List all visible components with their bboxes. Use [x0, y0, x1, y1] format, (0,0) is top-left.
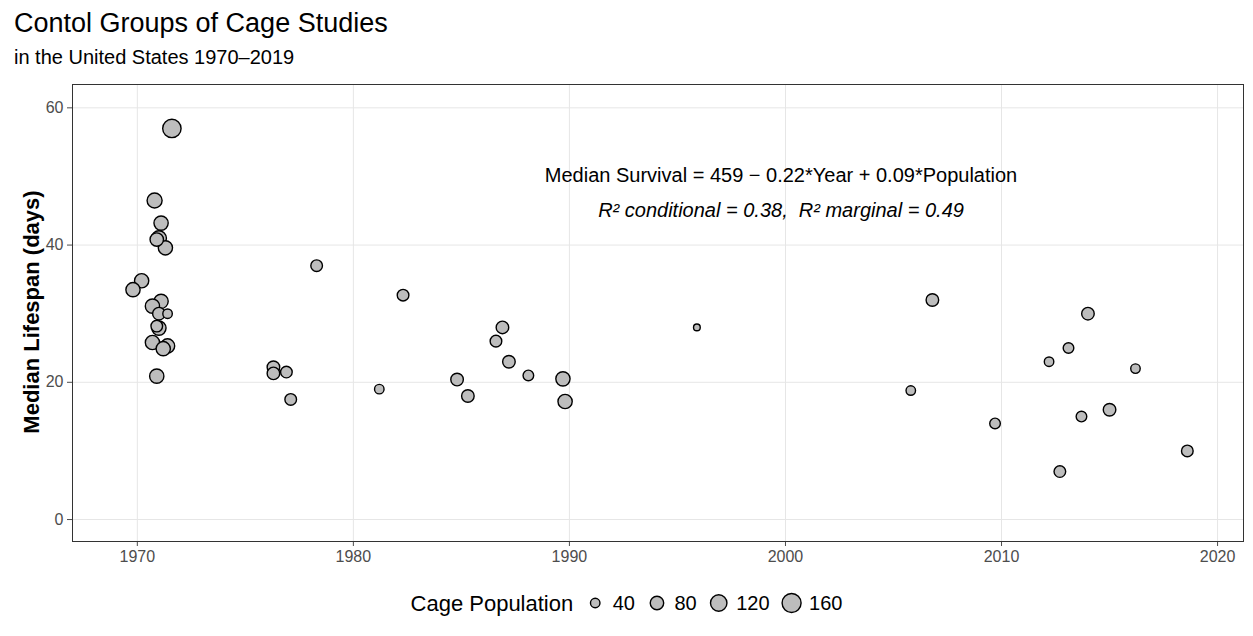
svg-text:40: 40	[613, 592, 635, 614]
svg-text:R² conditional = 0.38, R² mar: R² conditional = 0.38, R² marginal = 0.4…	[598, 199, 964, 221]
html-text:Contol Groups of Cage Studies: Contol Groups of Cage Studies	[14, 8, 388, 38]
svg-text:160: 160	[809, 592, 842, 614]
svg-text:Cage Population: Cage Population	[411, 591, 574, 616]
svg-text:2000: 2000	[768, 548, 804, 565]
svg-text:20: 20	[46, 373, 64, 390]
svg-text:0: 0	[55, 511, 64, 528]
svg-text:Median Survival = 459 − 0.22*Y: Median Survival = 459 − 0.22*Year + 0.09…	[545, 164, 1017, 186]
svg-text:40: 40	[46, 236, 64, 253]
svg-text:60: 60	[46, 99, 64, 116]
svg-text:1980: 1980	[336, 548, 372, 565]
html-text:Median Lifespan (days): Median Lifespan (days)	[19, 190, 44, 434]
svg-text:120: 120	[736, 592, 769, 614]
svg-text:2020: 2020	[1200, 548, 1236, 565]
svg-text:80: 80	[674, 592, 696, 614]
svg-text:1990: 1990	[552, 548, 588, 565]
svg-text:2010: 2010	[984, 548, 1020, 565]
html-text:in the United States 1970–2019: in the United States 1970–2019	[14, 46, 295, 68]
svg-text:1970: 1970	[120, 548, 156, 565]
